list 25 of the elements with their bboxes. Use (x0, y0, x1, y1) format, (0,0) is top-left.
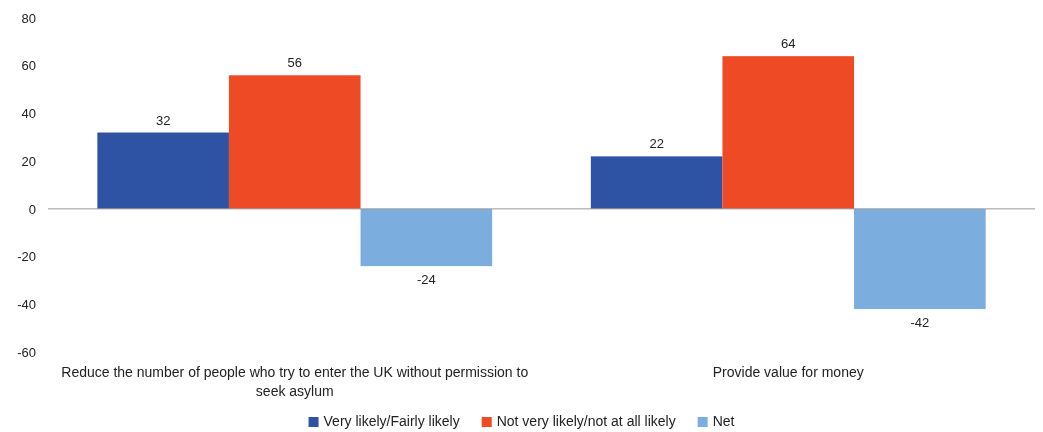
bar (854, 208, 986, 310)
data-label: -24 (416, 272, 436, 288)
legend-label: Not very likely/not at all likely (496, 413, 676, 429)
data-label: 64 (781, 36, 796, 52)
bar (228, 75, 361, 209)
y-tick-label: 40 (21, 106, 36, 122)
data-label: 22 (649, 136, 664, 152)
y-tick-label: 60 (21, 58, 36, 74)
y-tick-label: -40 (17, 296, 36, 312)
bar (97, 132, 229, 209)
legend-label: Very likely/Fairly likely (323, 413, 460, 429)
legend-label: Net (712, 413, 735, 429)
x-tick-label: Reduce the number of people who try to enter the UK without permission to seek asylum (61, 364, 529, 399)
data-label: 56 (287, 55, 302, 71)
y-tick-label: 80 (21, 10, 36, 26)
y-tick-label: 0 (28, 201, 36, 217)
bar (360, 208, 493, 267)
data-label: 32 (155, 112, 171, 128)
y-tick-label: 20 (21, 153, 36, 169)
bar (722, 56, 855, 209)
y-tick-label: -60 (17, 344, 36, 360)
bar (590, 156, 723, 209)
x-tick-label: Provide value for money (712, 364, 864, 380)
data-label: -42 (910, 315, 930, 331)
y-tick-label: -20 (17, 249, 36, 265)
